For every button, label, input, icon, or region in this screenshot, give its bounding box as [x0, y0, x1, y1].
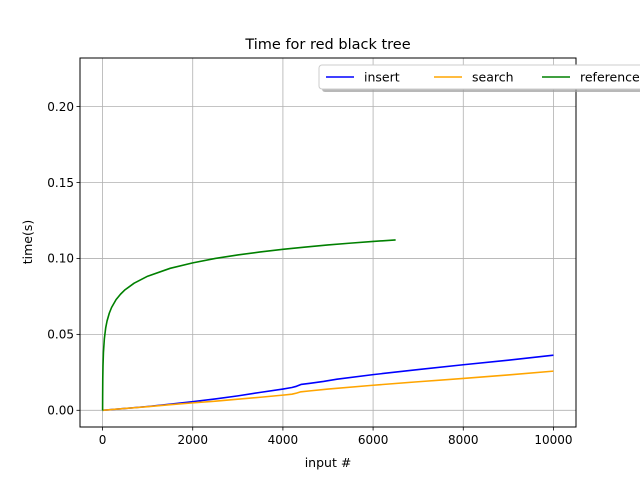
grid [80, 58, 576, 427]
y-tick-label: 0.05 [47, 328, 74, 342]
y-axis-label: time(s) [20, 220, 35, 265]
y-tick-label: 0.20 [47, 100, 74, 114]
legend-label-insert: insert [364, 70, 400, 85]
series-lines [101, 239, 554, 412]
series-line-reference [101, 239, 396, 412]
y-tick-label: 0.00 [47, 404, 74, 418]
plot-frame [79, 57, 577, 428]
chart-title: Time for red black tree [244, 37, 410, 53]
x-axis-label: input # [305, 455, 352, 470]
y-tick-label: 0.10 [47, 252, 74, 266]
x-tick-label: 6000 [358, 433, 389, 447]
legend-label-reference: reference [580, 70, 640, 85]
y-tick-label: 0.15 [47, 176, 74, 190]
y-axis: 0.00 0.05 0.10 0.15 0.20 [47, 100, 80, 418]
x-axis: 0 2000 4000 6000 8000 10000 [99, 427, 573, 447]
x-tick-label: 10000 [534, 433, 572, 447]
series-line-insert [102, 354, 554, 412]
legend-label-search: search [472, 70, 514, 85]
legend-box [318, 64, 640, 90]
legend: insert search reference [318, 64, 640, 92]
x-tick-label: 4000 [268, 433, 299, 447]
x-tick-label: 8000 [448, 433, 479, 447]
x-tick-label: 0 [99, 433, 107, 447]
series-line-search [102, 370, 554, 412]
x-tick-label: 2000 [177, 433, 208, 447]
